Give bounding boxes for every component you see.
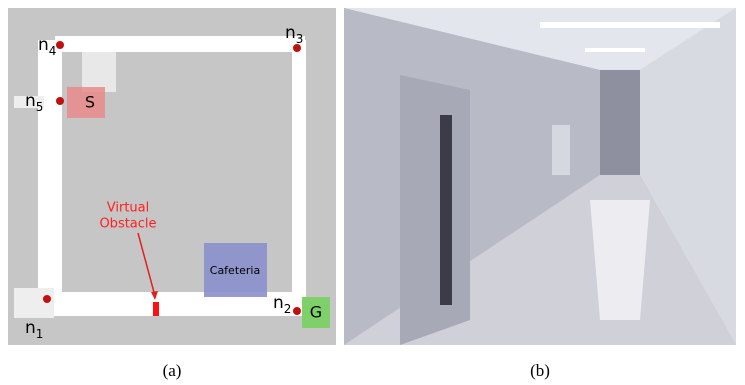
- virtual-obstacle: [153, 302, 159, 316]
- figure: S G Cafeteria Virtual Obstacle n1n2n3n4n…: [0, 0, 745, 385]
- node-name: n: [25, 318, 36, 338]
- node-subscript: 1: [36, 327, 44, 341]
- goal-label: G: [310, 303, 322, 322]
- node-name: n: [25, 91, 36, 111]
- obstacle-label: Obstacle: [99, 217, 156, 232]
- cafeteria-label: Cafeteria: [210, 264, 260, 277]
- node-subscript: 5: [36, 100, 44, 114]
- obstacle-label: Virtual: [107, 201, 149, 216]
- node-name: n: [273, 293, 284, 313]
- node-name: n: [285, 23, 296, 43]
- caption: (b): [530, 361, 550, 380]
- caption: (a): [163, 361, 182, 380]
- start-label: S: [85, 93, 95, 112]
- node-subscript: 3: [296, 32, 304, 46]
- node-subscript: 2: [284, 302, 292, 316]
- photo-panel: [344, 8, 736, 345]
- node-name: n: [38, 35, 49, 55]
- node-subscript: 4: [49, 44, 57, 58]
- map-panel: S G Cafeteria Virtual Obstacle n1n2n3n4n…: [8, 8, 336, 345]
